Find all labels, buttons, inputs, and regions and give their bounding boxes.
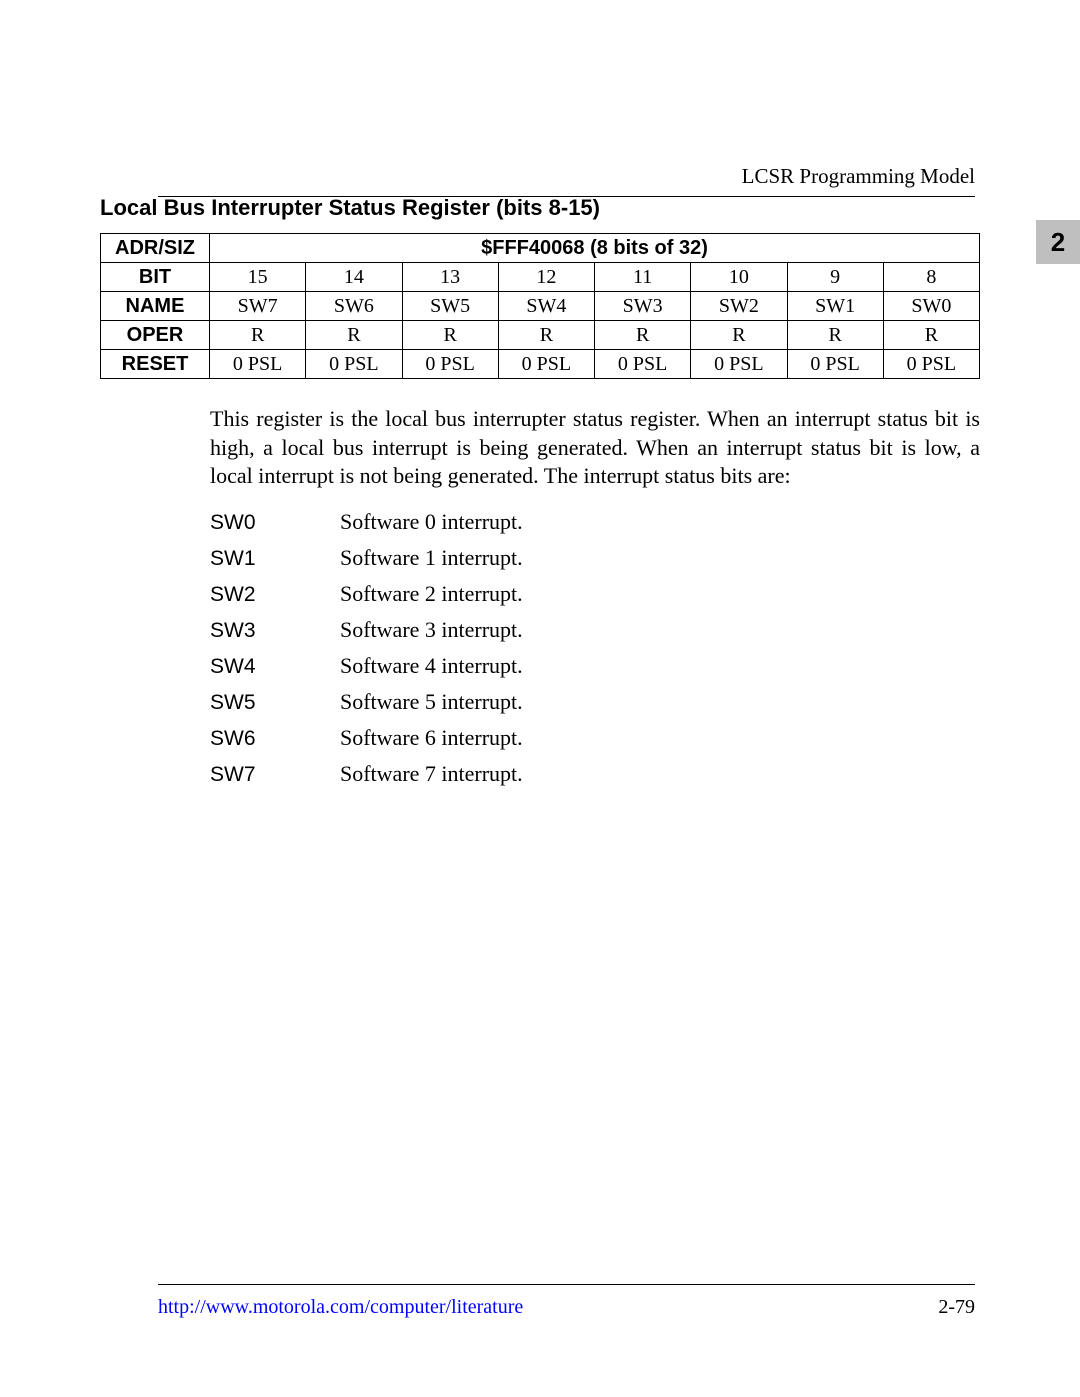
cell: SW4 — [498, 292, 594, 321]
cell: 8 — [883, 263, 979, 292]
register-table: ADR/SIZ $FFF40068 (8 bits of 32) BIT 15 … — [100, 233, 980, 379]
bit-desc: Software 3 interrupt. — [340, 617, 980, 643]
body-block: This register is the local bus interrupt… — [210, 405, 980, 787]
bit-label: SW4 — [210, 655, 340, 679]
bit-desc: Software 4 interrupt. — [340, 653, 980, 679]
bit-label: SW6 — [210, 727, 340, 751]
bit-desc: Software 0 interrupt. — [340, 509, 980, 535]
cell: 0 PSL — [306, 350, 402, 379]
row-header-reset: RESET — [101, 350, 210, 379]
row-header-oper: OPER — [101, 321, 210, 350]
cell: 0 PSL — [498, 350, 594, 379]
cell: 0 PSL — [210, 350, 306, 379]
cell: 15 — [210, 263, 306, 292]
page: LCSR Programming Model 2 Local Bus Inter… — [0, 0, 1080, 1397]
list-item: SW0 Software 0 interrupt. — [210, 509, 980, 535]
table-row: BIT 15 14 13 12 11 10 9 8 — [101, 263, 980, 292]
cell: R — [306, 321, 402, 350]
register-description: This register is the local bus interrupt… — [210, 405, 980, 491]
chapter-tab: 2 — [1036, 220, 1080, 264]
cell: R — [787, 321, 883, 350]
list-item: SW4 Software 4 interrupt. — [210, 653, 980, 679]
bit-label: SW2 — [210, 583, 340, 607]
cell: R — [402, 321, 498, 350]
row-header-bit: BIT — [101, 263, 210, 292]
table-row: RESET 0 PSL 0 PSL 0 PSL 0 PSL 0 PSL 0 PS… — [101, 350, 980, 379]
bit-desc: Software 5 interrupt. — [340, 689, 980, 715]
cell: R — [210, 321, 306, 350]
cell: 12 — [498, 263, 594, 292]
table-row: ADR/SIZ $FFF40068 (8 bits of 32) — [101, 234, 980, 263]
running-head: LCSR Programming Model — [742, 164, 975, 189]
cell: R — [691, 321, 787, 350]
row-header-name: NAME — [101, 292, 210, 321]
list-item: SW2 Software 2 interrupt. — [210, 581, 980, 607]
row-header-adr-siz: ADR/SIZ — [101, 234, 210, 263]
cell: SW7 — [210, 292, 306, 321]
cell: 13 — [402, 263, 498, 292]
cell: SW3 — [595, 292, 691, 321]
cell: SW1 — [787, 292, 883, 321]
cell: 0 PSL — [691, 350, 787, 379]
cell: 11 — [595, 263, 691, 292]
bit-label: SW0 — [210, 511, 340, 535]
cell: SW0 — [883, 292, 979, 321]
cell: 0 PSL — [402, 350, 498, 379]
bit-desc: Software 2 interrupt. — [340, 581, 980, 607]
bit-desc: Software 6 interrupt. — [340, 725, 980, 751]
bit-desc: Software 7 interrupt. — [340, 761, 980, 787]
cell: SW2 — [691, 292, 787, 321]
adr-siz-value: $FFF40068 (8 bits of 32) — [210, 234, 980, 263]
cell: R — [595, 321, 691, 350]
list-item: SW7 Software 7 interrupt. — [210, 761, 980, 787]
cell: R — [883, 321, 979, 350]
bit-label: SW1 — [210, 547, 340, 571]
list-item: SW6 Software 6 interrupt. — [210, 725, 980, 751]
cell: SW5 — [402, 292, 498, 321]
cell: 0 PSL — [883, 350, 979, 379]
cell: SW6 — [306, 292, 402, 321]
cell: 9 — [787, 263, 883, 292]
footer-url-link[interactable]: http://www.motorola.com/computer/literat… — [158, 1296, 523, 1319]
bit-label: SW7 — [210, 763, 340, 787]
cell: 14 — [306, 263, 402, 292]
bit-list: SW0 Software 0 interrupt. SW1 Software 1… — [210, 509, 980, 787]
cell: 10 — [691, 263, 787, 292]
cell: 0 PSL — [595, 350, 691, 379]
table-row: NAME SW7 SW6 SW5 SW4 SW3 SW2 SW1 SW0 — [101, 292, 980, 321]
cell: R — [498, 321, 594, 350]
footer-rule — [158, 1284, 975, 1285]
footer: http://www.motorola.com/computer/literat… — [158, 1296, 975, 1319]
list-item: SW5 Software 5 interrupt. — [210, 689, 980, 715]
table-row: OPER R R R R R R R R — [101, 321, 980, 350]
list-item: SW3 Software 3 interrupt. — [210, 617, 980, 643]
page-number: 2-79 — [938, 1296, 975, 1319]
list-item: SW1 Software 1 interrupt. — [210, 545, 980, 571]
section-title: Local Bus Interrupter Status Register (b… — [100, 195, 980, 221]
bit-desc: Software 1 interrupt. — [340, 545, 980, 571]
cell: 0 PSL — [787, 350, 883, 379]
bit-label: SW5 — [210, 691, 340, 715]
header-rule — [158, 196, 975, 197]
bit-label: SW3 — [210, 619, 340, 643]
